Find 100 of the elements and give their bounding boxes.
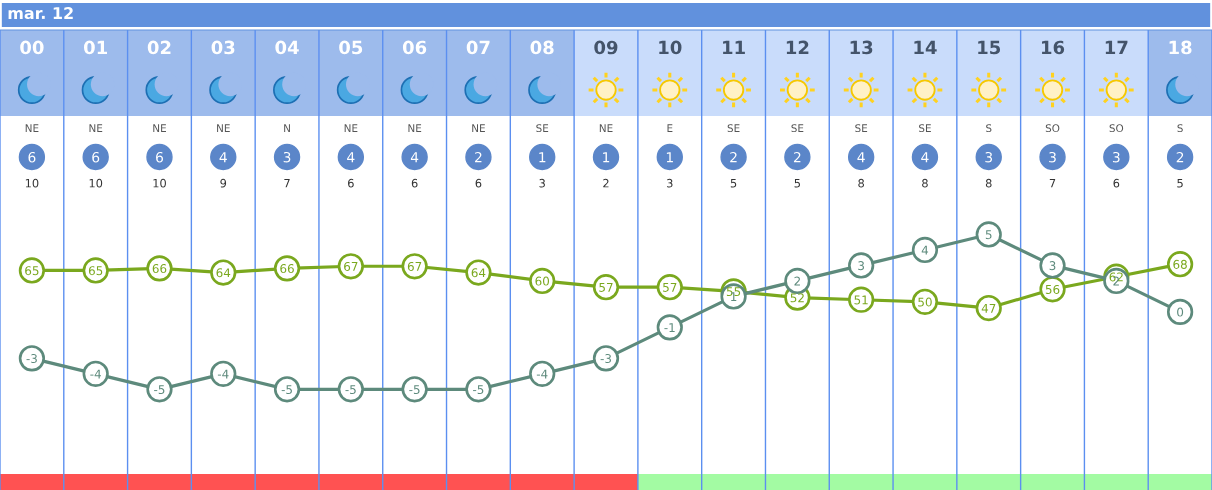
annotation: 2 xyxy=(475,151,482,163)
data-label: 68 xyxy=(1173,259,1187,269)
annotation: 4 xyxy=(857,152,865,163)
annotation: 3 xyxy=(1049,151,1056,163)
data-label: 2 xyxy=(794,276,800,286)
annotation: 10 xyxy=(153,178,166,188)
annotation: 10 xyxy=(25,178,39,188)
point xyxy=(975,221,1002,248)
x-tick-label: 00 xyxy=(20,40,44,55)
annotation: E xyxy=(667,124,673,132)
annotation: SE xyxy=(855,124,868,133)
data-label: 4 xyxy=(921,245,929,255)
data-label: -5 xyxy=(281,385,292,395)
data-label: 50 xyxy=(918,297,932,307)
data-label: 51 xyxy=(854,295,868,305)
annotation: 8 xyxy=(858,178,864,188)
annotation: 3 xyxy=(283,151,291,163)
annotation: 2 xyxy=(1176,151,1184,163)
annotation: NE xyxy=(599,124,613,132)
annotation: SE xyxy=(791,124,804,133)
x-tick-label: 08 xyxy=(530,40,554,55)
annotation: N xyxy=(284,124,290,132)
annotation: 7 xyxy=(1049,179,1056,188)
annotation: 6 xyxy=(475,178,482,188)
annotation: 6 xyxy=(1113,178,1120,188)
x-tick-label: 06 xyxy=(402,40,427,55)
data-label: 0 xyxy=(1177,307,1184,317)
annotation: SE xyxy=(536,124,549,133)
annotation: 4 xyxy=(347,152,355,163)
x-tick-label: 09 xyxy=(594,40,618,55)
x-tick-label: 13 xyxy=(850,40,873,55)
data-label: -4 xyxy=(90,369,101,379)
annotation: 7 xyxy=(284,179,290,188)
annotation: 6 xyxy=(411,178,418,188)
x-tick-label: 10 xyxy=(659,40,682,55)
data-label: 64 xyxy=(471,268,486,278)
annotation: 3 xyxy=(985,151,993,163)
point xyxy=(848,252,875,279)
annotation: 5 xyxy=(1177,179,1183,188)
annotation: 1 xyxy=(603,152,610,163)
annotation: 6 xyxy=(156,151,164,163)
data-label: -5 xyxy=(473,385,484,395)
annotation: SO xyxy=(1109,124,1124,133)
annotation: 4 xyxy=(410,152,419,163)
x-tick-label: 03 xyxy=(211,40,235,55)
data-label: -1 xyxy=(664,323,675,332)
data-label: -5 xyxy=(345,385,356,395)
x-tick-label: 18 xyxy=(1169,40,1192,55)
x-tick-label: 14 xyxy=(914,40,937,55)
x-tick-label: 05 xyxy=(339,40,363,55)
data-label: 64 xyxy=(216,268,231,278)
point xyxy=(911,236,939,264)
x-tick-label: 04 xyxy=(275,40,299,55)
annotation: 3 xyxy=(539,178,545,188)
annotation: 6 xyxy=(28,151,36,163)
annotation: 2 xyxy=(730,151,737,163)
data-label: 60 xyxy=(535,276,550,286)
data-label: 56 xyxy=(1045,284,1060,294)
annotation: 8 xyxy=(985,178,992,188)
annotation: 10 xyxy=(89,178,103,188)
data-label: -3 xyxy=(600,354,611,364)
annotation: 3 xyxy=(1112,151,1120,163)
data-label: -4 xyxy=(536,369,548,379)
data-label: -5 xyxy=(409,385,420,395)
x-tick-label: 17 xyxy=(1105,40,1128,55)
data-label: 67 xyxy=(407,261,422,271)
annotation: SE xyxy=(919,124,931,133)
annotation: 4 xyxy=(921,152,929,163)
data-label: 66 xyxy=(280,264,294,274)
annotation: S xyxy=(986,124,992,133)
annotation: 1 xyxy=(539,152,546,163)
annotation: 9 xyxy=(220,178,227,188)
x-tick-label: 07 xyxy=(466,40,490,55)
annotation: 1 xyxy=(666,152,673,163)
data-label: 67 xyxy=(344,261,358,271)
data-label: 66 xyxy=(152,264,167,274)
annotation: SE xyxy=(727,124,740,133)
annotation: NE xyxy=(408,124,422,132)
annotation: 2 xyxy=(603,178,609,188)
data-label: 65 xyxy=(88,266,103,276)
annotation: 5 xyxy=(794,179,800,188)
annotation: SO xyxy=(1045,124,1060,133)
x-tick-label: 15 xyxy=(978,40,1001,55)
annotation: 2 xyxy=(793,151,801,163)
data-label: 3 xyxy=(1049,261,1056,271)
data-label: 57 xyxy=(599,283,613,292)
data-label: -5 xyxy=(154,385,165,395)
annotation: 3 xyxy=(667,178,673,188)
annotation: 6 xyxy=(92,151,100,163)
annotation: 6 xyxy=(348,178,354,188)
annotation: NE xyxy=(25,124,39,132)
data-label: 5 xyxy=(985,230,992,240)
annotation: 8 xyxy=(922,178,928,188)
annotation: S xyxy=(1177,124,1183,133)
data-label: -4 xyxy=(217,369,229,379)
annotation: NE xyxy=(89,124,103,132)
data-label: 57 xyxy=(663,283,677,292)
annotation: NE xyxy=(153,124,166,132)
chart-title: mar. 12 xyxy=(8,7,73,20)
annotation: 4 xyxy=(219,152,227,163)
